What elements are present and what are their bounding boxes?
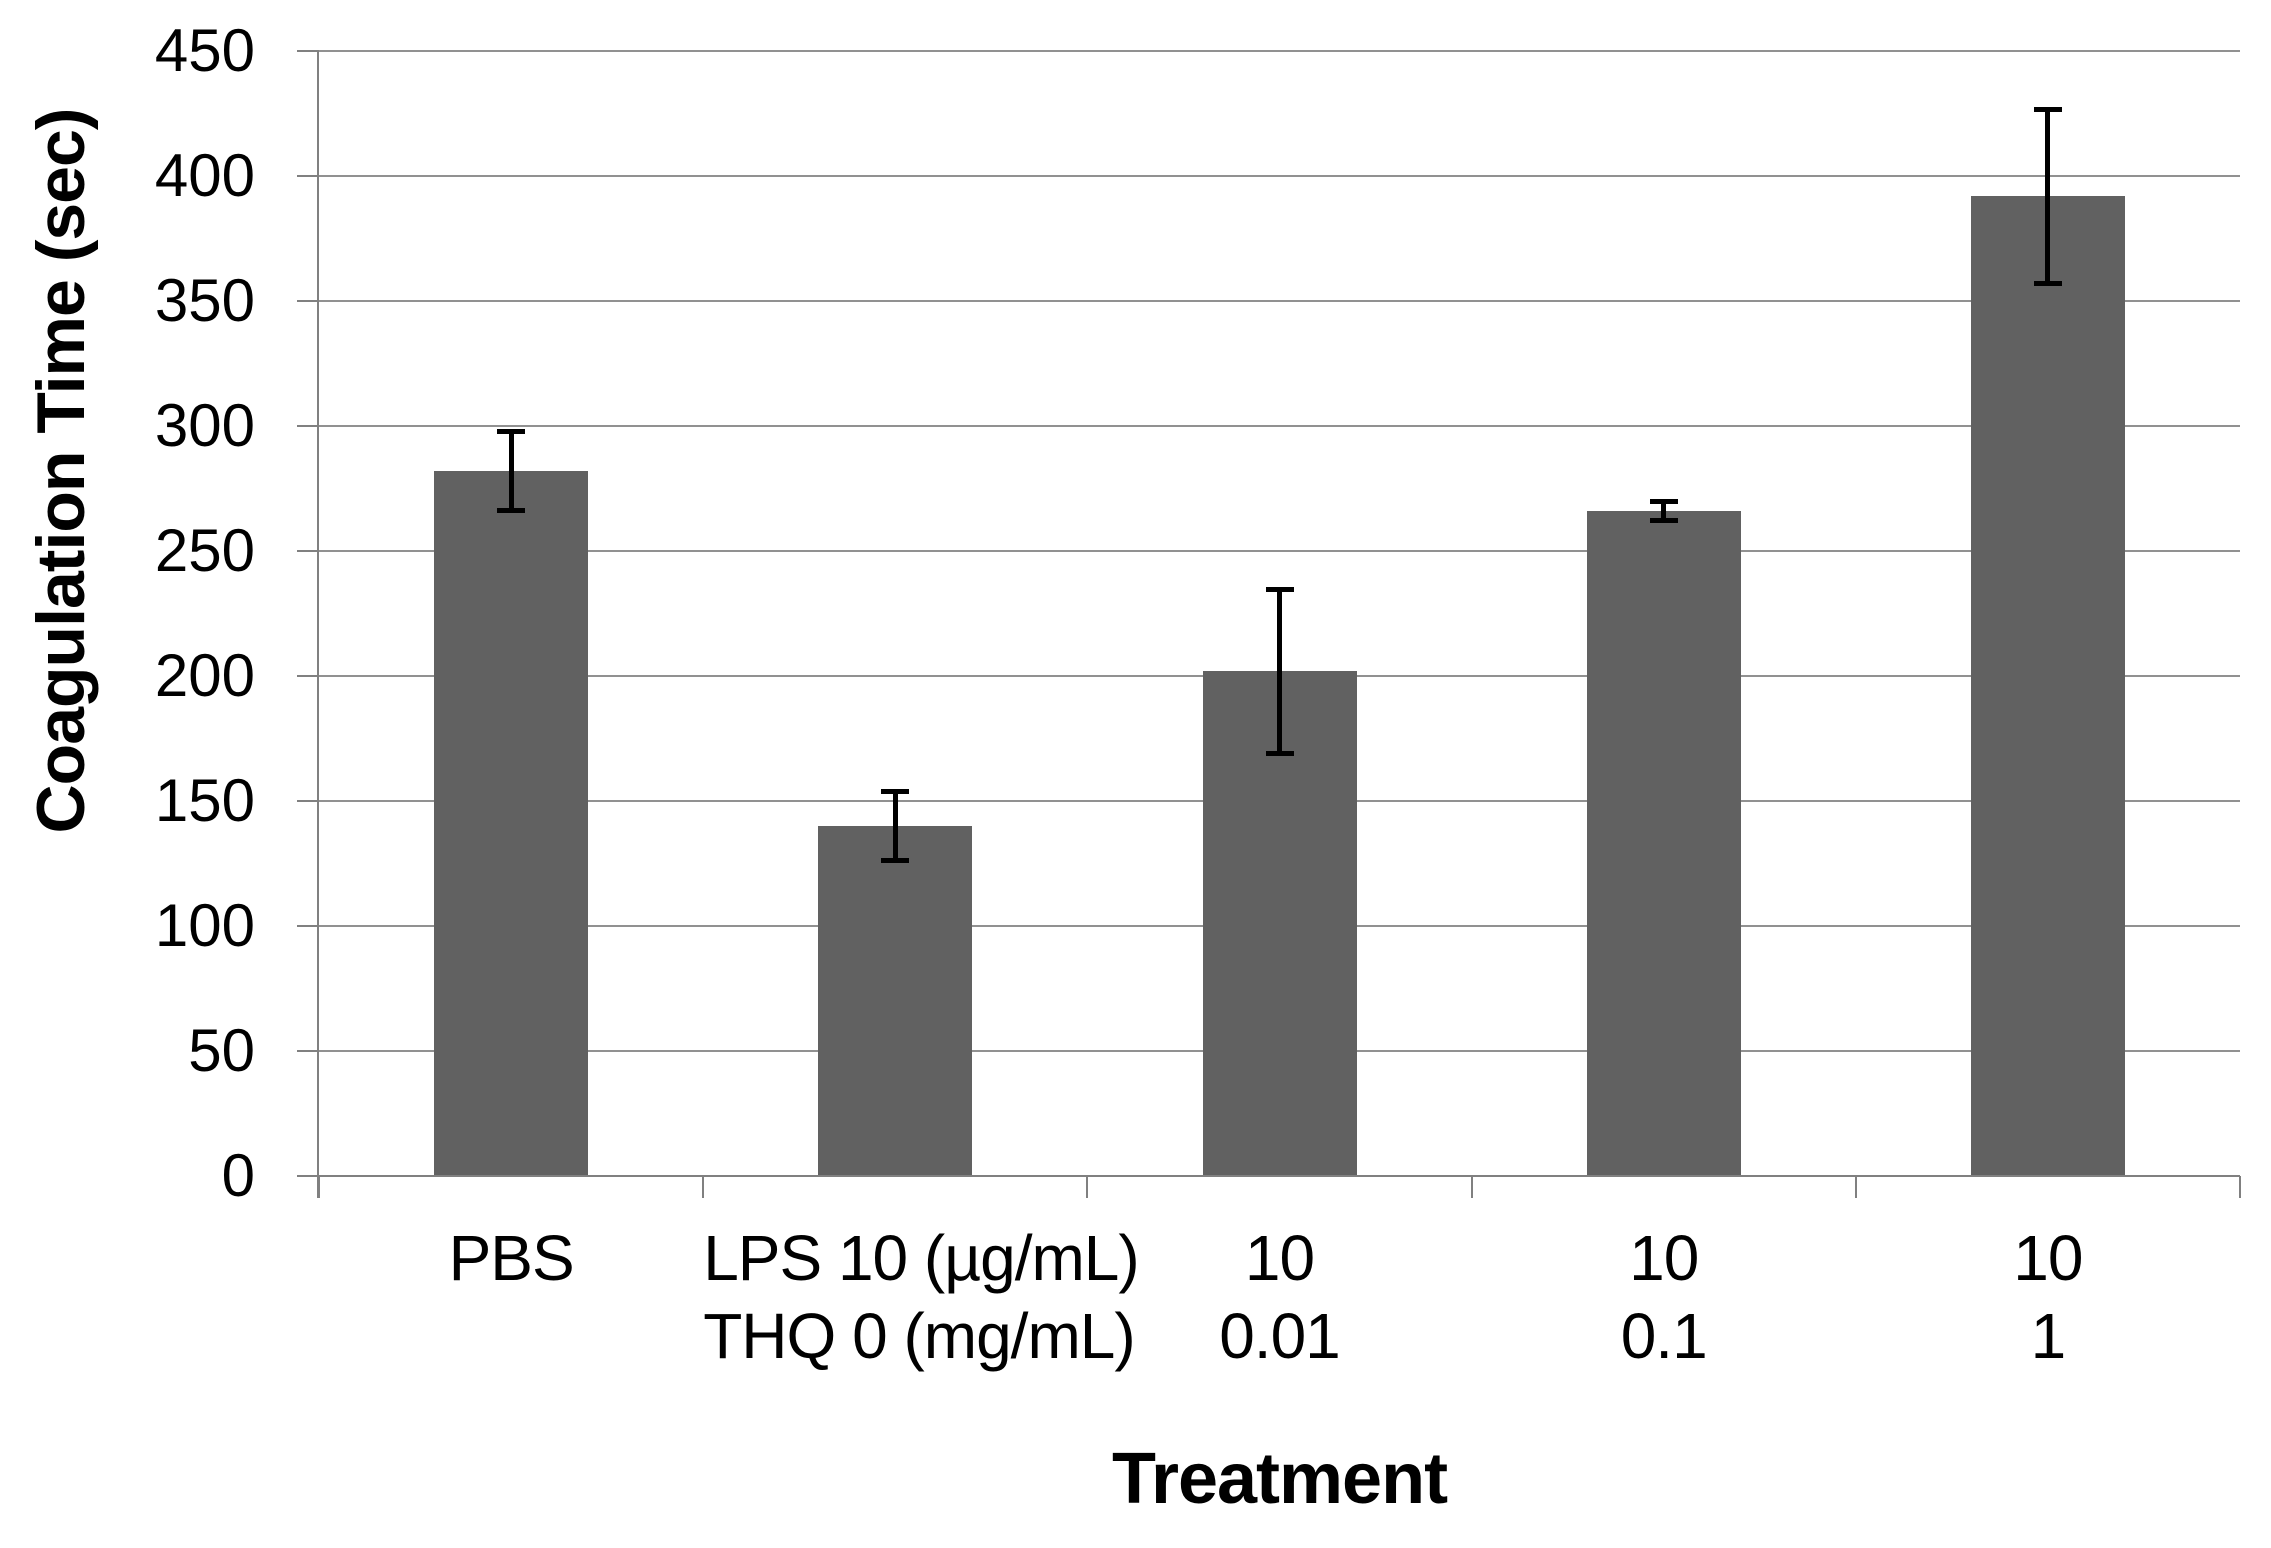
error-bar-cap-top [881,789,910,794]
y-tick-mark [297,675,319,677]
y-tick-mark [297,50,319,52]
y-tick-mark [297,925,319,927]
y-tick-label: 400 [154,142,255,209]
bar-1 [434,471,589,1176]
error-bar-cap-top [1265,586,1294,592]
x-tick-label-row1: 10 [1244,1222,1315,1294]
error-bar-cap-bottom [497,508,526,513]
y-tick-label: 250 [154,517,255,584]
y-tick-mark [297,425,319,427]
x-tick-mark [1086,1176,1089,1198]
x-tick-label-row1: PBS [448,1222,575,1294]
y-tick-mark [297,300,319,302]
x-tick-mark [702,1176,705,1198]
gridline-y-350 [319,300,2240,302]
gridline-y-300 [319,425,2240,427]
x-tick-label-row1: LPS 10 (µg/mL) [703,1222,1140,1294]
x-axis-line [297,1175,2240,1177]
error-bar-cap-top [2033,106,2062,112]
gridline-y-400 [319,175,2240,177]
x-tick-mark [1854,1176,1857,1198]
x-tick-label-row1: 10 [1629,1222,1699,1294]
x-tick-label-row2: THQ 0 (mg/mL) [703,1300,1135,1372]
error-bar-cap-top [497,429,526,434]
y-tick-mark [297,800,319,802]
y-tick-label: 100 [154,892,255,959]
gridline-y-450 [319,50,2240,52]
y-tick-label: 150 [154,767,255,834]
y-tick-label: 350 [154,267,255,334]
y-axis-line [317,51,319,1198]
error-bar-stem [2045,108,2051,284]
x-tick-mark [2239,1176,2241,1198]
x-tick-mark [1470,1176,1473,1198]
error-bar-stem [1277,588,1282,754]
bar-2 [818,826,973,1176]
bar-5 [1970,196,2125,1176]
y-tick-label: 200 [154,642,255,709]
x-tick-label-row2: 0.01 [1219,1300,1341,1372]
x-tick-label-row2: 1 [2030,1300,2067,1372]
error-bar-stem [892,791,898,861]
bar-4 [1586,511,1741,1176]
error-bar-stem [508,431,514,511]
y-tick-label: 0 [221,1142,255,1209]
error-bar-cap-top [1649,499,1678,504]
error-bar-cap-bottom [1649,518,1678,523]
error-bar-cap-bottom [2033,280,2062,286]
y-tick-label: 300 [154,392,255,459]
y-tick-mark [297,1050,319,1052]
error-bar-cap-bottom [1265,750,1294,756]
y-tick-label: 50 [188,1017,255,1084]
x-tick-label-row2: 0.1 [1620,1300,1708,1372]
x-tick-mark [318,1176,320,1198]
x-tick-label-row1: 10 [2013,1222,2083,1294]
y-tick-mark [297,550,319,552]
x-axis-title: Treatment [1111,1439,1448,1519]
y-tick-label: 450 [154,17,255,84]
y-tick-mark [297,175,319,177]
error-bar-cap-bottom [881,858,910,863]
error-bar-stem [1661,501,1667,521]
gridline-y-250 [319,550,2240,552]
